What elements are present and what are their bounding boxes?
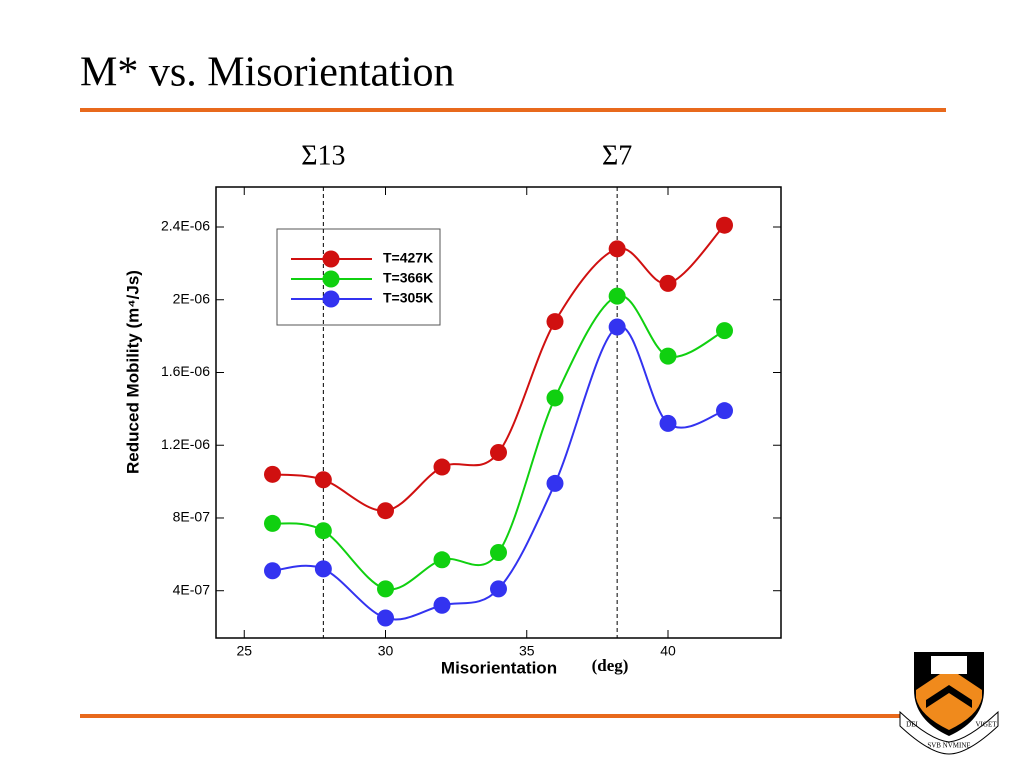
motto: VIGET — [976, 721, 998, 729]
rule-bottom — [80, 714, 900, 718]
data-point — [490, 444, 507, 462]
x-tick-label: 30 — [378, 643, 394, 659]
x-tick-label: 25 — [236, 643, 252, 659]
data-point — [433, 596, 451, 614]
data-point — [716, 402, 733, 420]
y-tick-label: 2E-06 — [173, 290, 211, 306]
legend-box — [276, 228, 441, 326]
motto: SVB NVMINE — [927, 742, 970, 750]
y-axis-label: Reduced Mobility (m⁴/Js) — [123, 270, 142, 474]
data-point — [659, 274, 677, 292]
slide-title: M* vs. Misorientation — [80, 50, 455, 96]
data-point — [716, 216, 733, 234]
book — [931, 656, 967, 674]
x-tick-label: 40 — [660, 643, 676, 659]
ribbon — [899, 710, 999, 755]
data-point — [377, 580, 394, 598]
data-point — [264, 514, 281, 532]
data-point — [314, 560, 332, 578]
data-point — [608, 240, 626, 258]
data-point — [659, 347, 677, 365]
data-point — [377, 609, 394, 627]
legend-marker — [322, 290, 340, 308]
data-point — [433, 458, 451, 476]
series-line — [272, 294, 725, 591]
x-axis-unit: (deg) — [592, 656, 629, 675]
data-point — [490, 544, 507, 562]
legend-label: T=305K — [383, 290, 433, 306]
data-point — [490, 580, 507, 598]
data-point — [716, 322, 733, 340]
y-tick-label: 4E-07 — [173, 581, 211, 597]
legend-label: T=366K — [383, 270, 433, 286]
y-tick-label: 1.6E-06 — [161, 363, 210, 379]
chevron — [916, 668, 982, 730]
data-point — [608, 318, 626, 336]
data-point — [659, 414, 677, 432]
data-point — [546, 313, 564, 331]
chevron-band — [926, 685, 972, 708]
reference-label: Σ7 — [602, 140, 632, 171]
y-tick-label: 1.2E-06 — [161, 436, 210, 452]
reference-label: Σ13 — [301, 140, 345, 171]
motto: DEI — [906, 721, 918, 729]
x-axis-label: Misorientation — [441, 658, 557, 677]
data-point — [377, 502, 394, 520]
data-point — [608, 287, 626, 305]
data-point — [264, 465, 281, 483]
series-line — [272, 325, 725, 621]
legend-marker — [322, 250, 340, 268]
x-tick-label: 35 — [519, 643, 535, 659]
data-point — [546, 474, 564, 492]
y-tick-label: 2.4E-06 — [161, 218, 210, 234]
data-point — [546, 389, 564, 407]
logo: DEI SVB NVMINE VIGET — [899, 652, 999, 755]
data-point — [433, 551, 451, 569]
rule-top — [80, 108, 946, 112]
y-tick-label: 8E-07 — [173, 509, 211, 525]
legend-marker — [322, 270, 340, 288]
plot-frame — [215, 186, 782, 639]
series-line — [272, 224, 726, 512]
data-point — [314, 522, 332, 540]
data-point — [264, 562, 281, 580]
legend-label: T=427K — [383, 250, 433, 266]
data-point — [314, 471, 332, 489]
